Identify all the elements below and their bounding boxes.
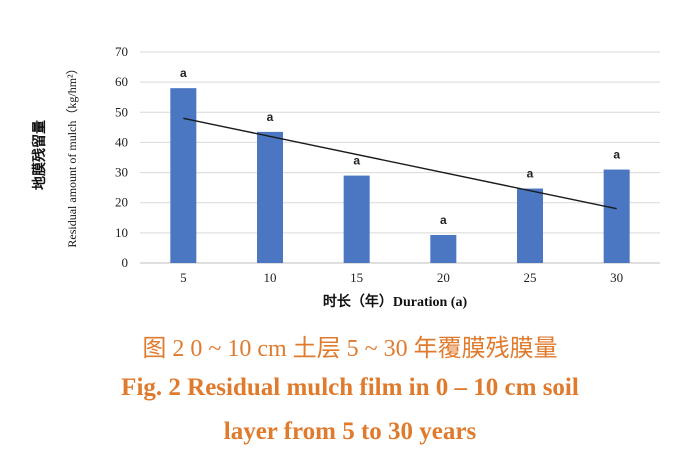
- y-axis-label-cn: 地膜残留量: [31, 120, 48, 190]
- gridlines: [140, 51, 660, 264]
- x-tick-labels: 5 10 15 20 25 30: [180, 270, 623, 285]
- significance-label: a: [613, 148, 620, 162]
- bar: [517, 188, 543, 263]
- trend-line: [183, 117, 617, 210]
- bar: [257, 131, 283, 263]
- x-tick-label: 5: [180, 270, 187, 285]
- y-tick-label: 60: [115, 74, 128, 89]
- significance-label: a: [440, 213, 447, 227]
- bar-chart: a a a a a a 0 10 20 30 40 50 60 70 5 10 15 20 25 30 时长（年）…: [31, 44, 660, 310]
- significance-labels: a a a a a a: [180, 66, 620, 227]
- y-tick-label: 70: [115, 44, 128, 59]
- y-tick-label: 10: [115, 225, 128, 240]
- y-tick-label: 30: [115, 165, 128, 180]
- bars: [170, 88, 630, 264]
- significance-label: a: [180, 66, 187, 80]
- y-tick-labels: 0 10 20 30 40 50 60 70: [115, 44, 128, 270]
- x-tick-label: 20: [437, 270, 450, 285]
- figure-caption-en-line2: layer from 5 to 30 years: [223, 418, 477, 445]
- x-tick-label: 10: [264, 270, 277, 285]
- significance-label: a: [267, 110, 274, 124]
- x-tick-label: 30: [610, 270, 623, 285]
- significance-label: a: [353, 154, 360, 168]
- y-axis-label: 地膜残留量 Residual amount of mulch（kg/hm²）: [31, 62, 79, 247]
- figure-caption-cn: 图 2 0 ~ 10 cm 土层 5 ~ 30 年覆膜残膜量: [142, 336, 558, 362]
- bar: [170, 88, 197, 264]
- bar: [343, 175, 370, 263]
- significance-label: a: [527, 167, 534, 181]
- y-tick-label: 0: [122, 255, 129, 270]
- figure-caption-en-line1: Fig. 2 Residual mulch film in 0 – 10 cm …: [121, 374, 579, 401]
- x-axis-label: 时长（年）Duration (a): [323, 293, 468, 310]
- y-tick-label: 20: [115, 195, 128, 210]
- y-tick-label: 40: [115, 134, 128, 149]
- x-tick-label: 15: [350, 270, 363, 285]
- x-tick-label: 25: [524, 270, 537, 285]
- y-axis-label-en: Residual amount of mulch（kg/hm²）: [65, 62, 79, 247]
- y-tick-label: 50: [115, 104, 128, 119]
- bar: [430, 234, 457, 263]
- bar: [603, 169, 630, 263]
